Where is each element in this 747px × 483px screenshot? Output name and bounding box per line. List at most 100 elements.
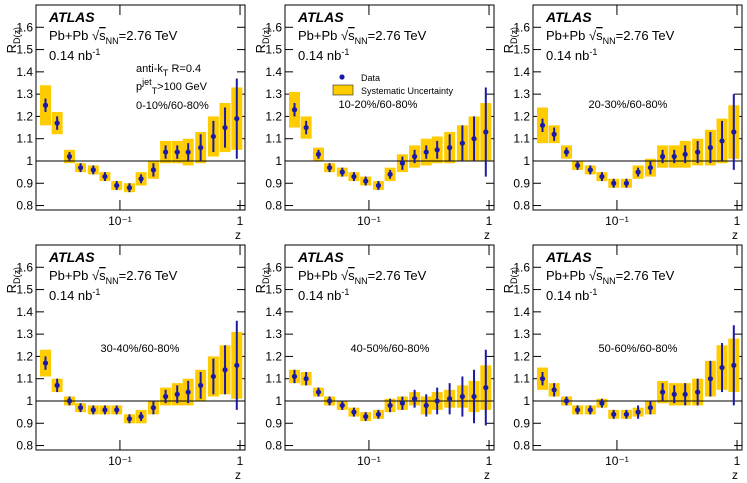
text-part: 0.14 nb [546,48,589,63]
data-point [114,407,120,413]
text-part: 0.14 nb [546,288,589,303]
data-point [447,396,453,402]
plot-frame [532,4,743,211]
y-tick-label: 1.4 [16,65,33,79]
y-tick-label: 0.9 [513,176,530,190]
info-text: 0.14 nb-1 [546,47,597,63]
data-point [434,147,440,153]
y-tick-label: 1.6 [513,20,530,34]
y-tick-label: 1.5 [513,43,530,57]
plot-frame [35,4,246,211]
data-point [375,182,382,189]
data-point [539,122,546,128]
text-part: -1 [92,47,100,57]
text-part: -1 [589,47,597,57]
y-tick-label: 1.5 [265,283,282,297]
data-point [66,153,73,160]
y-tick-label: 1 [275,154,282,168]
text-part: Pb+Pb [298,268,341,283]
centrality-label: 50-60%/60-80% [599,343,678,355]
text-part: R [501,44,516,53]
y-tick-label: 1.2 [513,349,530,363]
y-tick-label: 1.6 [16,260,33,274]
y-axis-label: RD(z) [501,27,519,53]
plot-frame [284,244,495,451]
text-part: =2.76 TeV [616,268,675,283]
text-part: =2.76 TeV [368,28,427,43]
y-axis-label: RD(z) [4,267,22,293]
text-part: Pb+Pb [49,28,92,43]
x-axis-label: z [484,468,490,482]
y-tick-label: 1.3 [265,87,282,101]
data-point [719,364,725,371]
text-part: 0.14 nb [49,48,92,63]
data-point [150,405,157,411]
data-point [150,167,157,173]
x-tick-label: 10⁻¹ [108,454,132,468]
y-tick-label: 1.1 [513,132,530,146]
data-point [387,402,393,409]
y-tick-label: 0.8 [513,199,530,213]
x-tick-label: 1 [734,454,741,468]
text-part: √ [92,268,100,283]
data-point [647,165,654,171]
text-part: -1 [589,287,597,297]
text-part: Pb+Pb [49,268,92,283]
y-tick-label: 1.1 [16,132,33,146]
data-point [471,136,477,142]
data-point [339,169,345,175]
y-axis-label: RD(z) [4,27,22,53]
data-point [682,151,688,157]
data-point [695,149,701,155]
info-text: 0.14 nb-1 [298,47,349,63]
data-point [185,149,191,155]
y-tick-label: 1.2 [513,109,530,123]
data-point [682,391,688,397]
text-part: s [348,28,355,43]
y-tick-label: 1.2 [265,109,282,123]
data-point [695,389,701,395]
y-tick-label: 1.5 [513,283,530,297]
data-point [623,180,630,186]
y-tick-label: 1.2 [265,349,282,363]
text-part: NN [355,276,368,286]
data-point [483,129,489,135]
data-point [174,391,180,397]
text-part: =2.76 TeV [119,268,178,283]
data-point [77,405,84,411]
legend-swatch [332,84,354,96]
text-part: Pb+Pb [298,28,341,43]
text-part: -1 [341,287,349,297]
data-point [315,151,322,157]
info-text: Pb+Pb √sNN=2.76 TeV [298,28,427,46]
data-point [66,398,73,404]
x-axis-label: z [235,468,241,482]
y-tick-label: 0.9 [16,176,33,190]
data-point [399,400,406,406]
y-tick-label: 1.5 [16,283,33,297]
y-tick-label: 1.4 [16,305,33,319]
data-point [234,362,240,368]
y-tick-label: 1 [275,394,282,408]
centrality-label: 20-30%/60-80% [589,99,668,111]
y-tick-label: 1 [26,154,33,168]
y-axis-label: RD(z) [253,27,271,53]
data-point [539,376,546,382]
y-tick-label: 1 [523,394,530,408]
x-tick-label: 10⁻¹ [357,454,381,468]
data-point [234,116,240,122]
text-part: =2.76 TeV [119,28,178,43]
data-point [635,409,641,415]
text-part: D(z) [509,27,519,44]
data-point [291,373,298,380]
data-point [363,413,369,420]
text-part: Pb+Pb [546,28,589,43]
text-part: =2.76 TeV [616,28,675,43]
y-tick-label: 1.1 [265,132,282,146]
text-part: √ [589,28,597,43]
x-axis-label: z [732,468,738,482]
data-point [90,407,96,413]
centrality-label: 10-20%/60-80% [339,99,418,111]
data-point [138,413,144,420]
info-text: Pb+Pb √sNN=2.76 TeV [49,268,178,286]
